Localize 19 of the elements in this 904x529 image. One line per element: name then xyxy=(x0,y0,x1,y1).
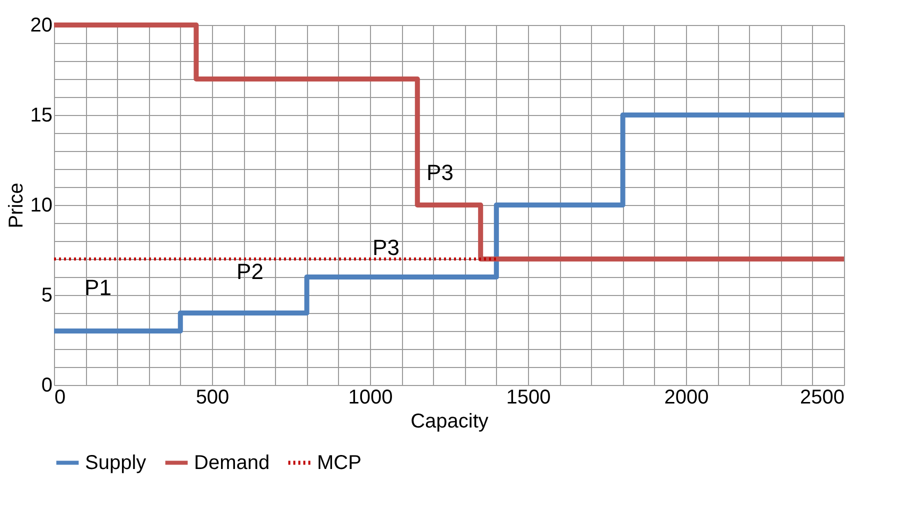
legend-label: Supply xyxy=(85,452,146,474)
annotation: P2 xyxy=(236,259,264,284)
x-tick-label: 2000 xyxy=(664,386,709,408)
legend-label: Demand xyxy=(194,452,270,474)
x-tick-label: 1500 xyxy=(506,386,551,408)
y-tick-label: 10 xyxy=(30,194,52,216)
x-tick-label: 500 xyxy=(196,386,230,408)
x-tick-label: 1000 xyxy=(348,386,393,408)
annotation: P1 xyxy=(84,275,112,300)
y-tick-label: 15 xyxy=(30,104,52,126)
annotation: P3 xyxy=(372,235,400,260)
x-axis-title: Capacity xyxy=(410,410,488,432)
y-tick-label: 5 xyxy=(41,284,52,306)
x-tick-label: 2500 xyxy=(800,386,844,408)
annotation: P3 xyxy=(426,160,454,185)
legend-label: MCP xyxy=(317,452,362,474)
x-tick-label: 0 xyxy=(54,386,66,408)
y-axis-title: Price xyxy=(5,182,28,228)
y-tick-label: 20 xyxy=(30,14,52,36)
